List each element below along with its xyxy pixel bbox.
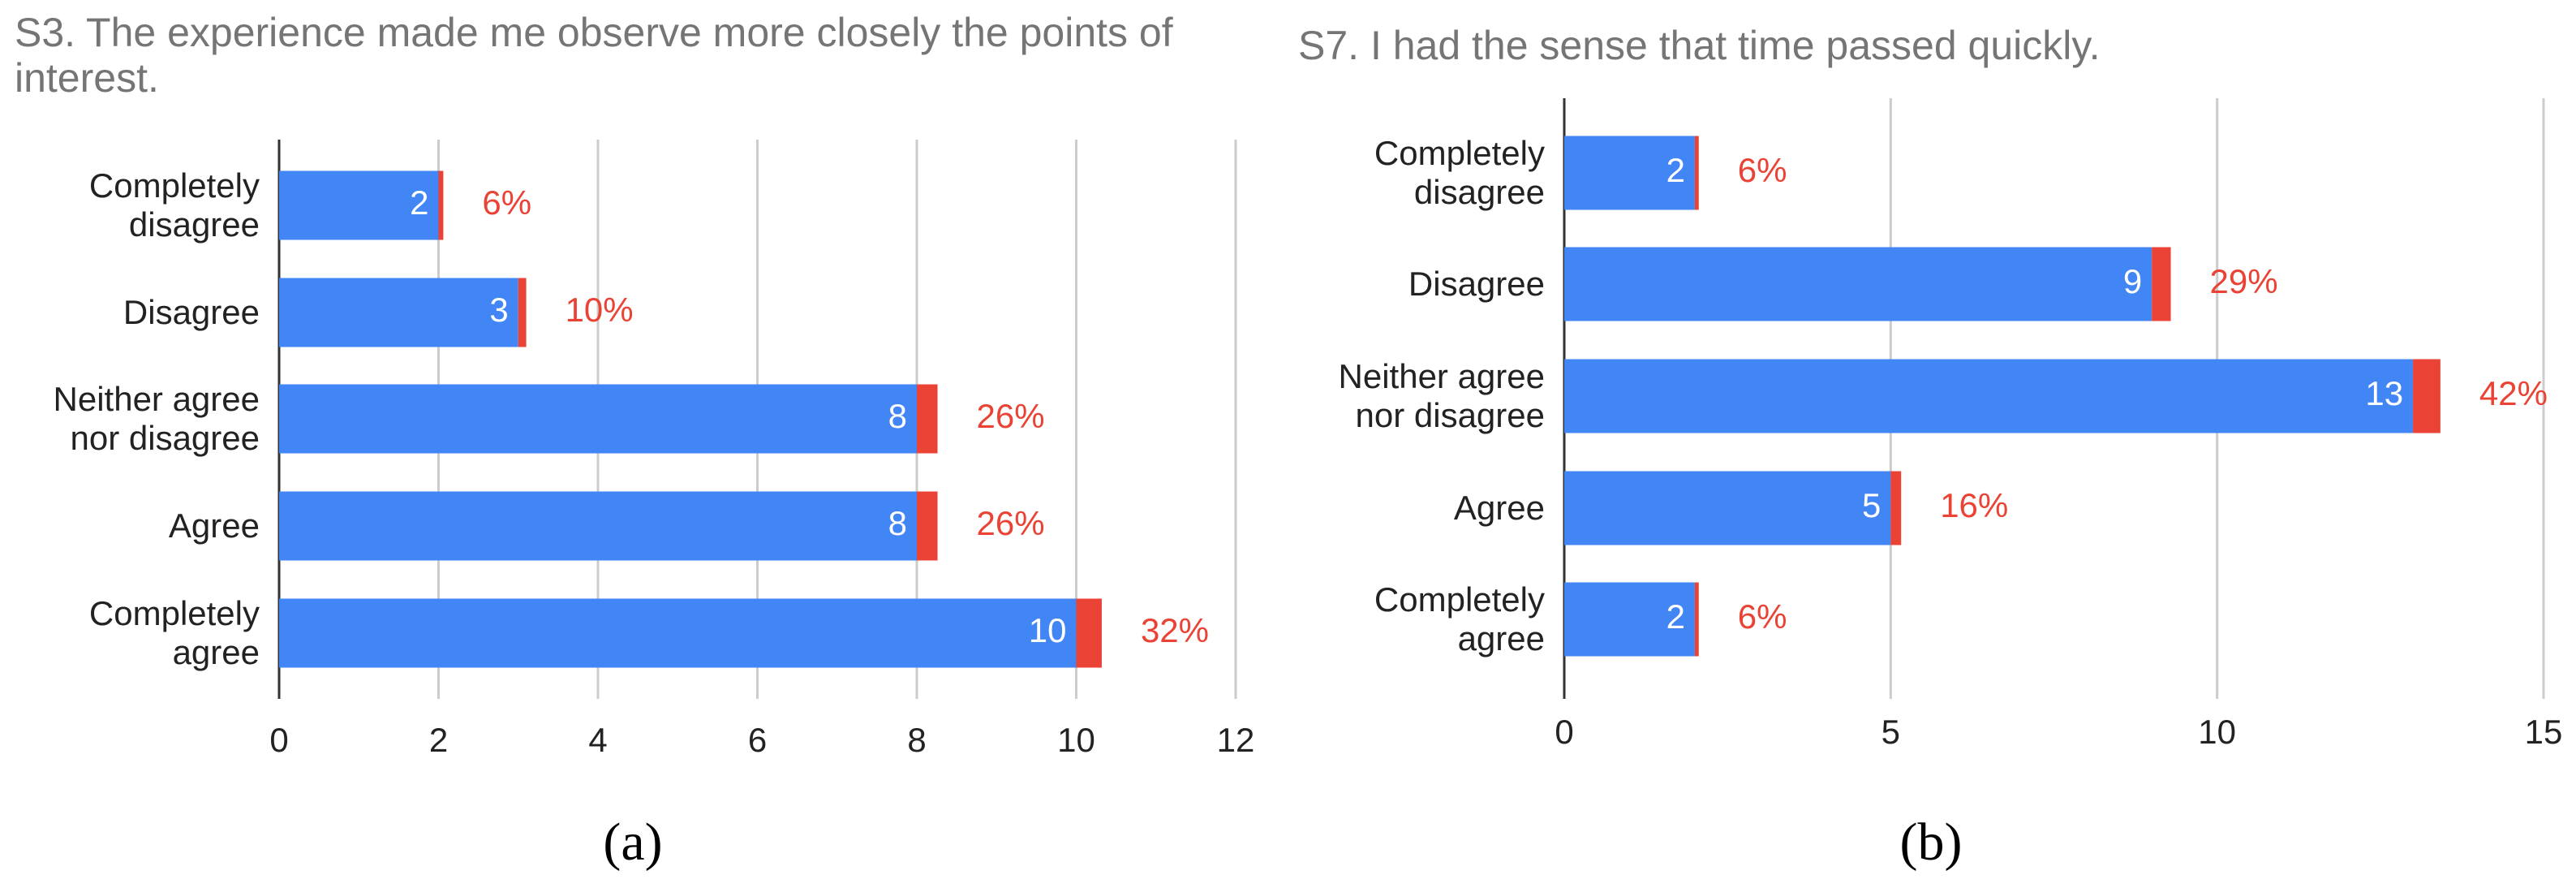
y-tick-label: Agree [168,507,260,545]
data-label: 9 [2123,262,2142,300]
data-label: 10 [1029,611,1067,649]
bar-segment [1694,136,1699,210]
x-tick-label: 2 [429,721,448,759]
data-label: 29% [2210,262,2278,300]
data-label: 8 [888,397,907,435]
caption: (a) [603,813,663,872]
x-tick-label: 0 [269,721,288,759]
data-label: 6% [1738,151,1787,189]
x-tick-label: 5 [1881,713,1900,751]
x-tick-label: 0 [1555,713,1573,751]
bar-segment [518,278,527,347]
data-label: 26% [977,397,1045,435]
chart-title: S3. The experience made me observe more … [15,10,1173,101]
data-label: 8 [888,504,907,542]
y-tick-label: Disagree [123,293,260,331]
chart-title: S7. I had the sense that time passed qui… [1298,23,2101,68]
bar-segment [1564,359,2414,433]
data-label: 42% [2479,374,2548,412]
x-tick-label: 4 [588,721,607,759]
bar-segment [1694,582,1699,657]
bar-segment [279,491,917,561]
x-tick-label: 10 [2198,713,2236,751]
data-label: 2 [410,183,428,222]
data-label: 6% [482,183,531,222]
data-label: 10% [566,291,634,329]
bar-segment [1076,598,1102,668]
x-tick-label: 10 [1057,721,1095,759]
y-tick-label: Neither agree nor disagree [53,380,260,457]
bar-segment [279,278,518,347]
bar-segment [2413,359,2441,433]
data-label: 16% [1940,486,2008,524]
x-tick-label: 8 [907,721,926,759]
y-tick-label: Completely disagree [88,166,260,244]
y-tick-label: Completely disagree [1374,134,1545,211]
bar-segment [279,384,917,454]
bar-segment [1564,136,1695,210]
x-tick-label: 12 [1217,721,1255,759]
bar-segment [917,491,938,561]
bar-segment [1890,471,1902,545]
bar-segment [917,384,938,454]
y-tick-label: Neither agree nor disagree [1338,357,1545,434]
x-tick-label: 6 [748,721,767,759]
bar-segment [1564,582,1695,657]
data-label: 2 [1666,151,1685,189]
data-label: 2 [1666,597,1685,636]
y-tick-label: Disagree [1408,265,1545,303]
bar-segment [279,170,439,240]
data-label: 5 [1862,486,1881,524]
data-label: 32% [1141,611,1209,649]
bar-segment [279,598,1077,668]
data-label: 13 [2365,374,2403,412]
data-label: 6% [1738,597,1787,636]
bar-segment [1564,247,2152,321]
x-tick-label: 15 [2525,713,2563,751]
data-label: 3 [489,291,508,329]
bar-segment [2152,247,2171,321]
data-label: 26% [977,504,1045,542]
y-tick-label: Completely agree [1374,580,1545,657]
bar-segment [438,170,444,240]
caption: (b) [1899,813,1963,872]
y-tick-label: Agree [1453,489,1545,527]
bar-segment [1564,471,1891,545]
y-tick-label: Completely agree [88,594,260,671]
